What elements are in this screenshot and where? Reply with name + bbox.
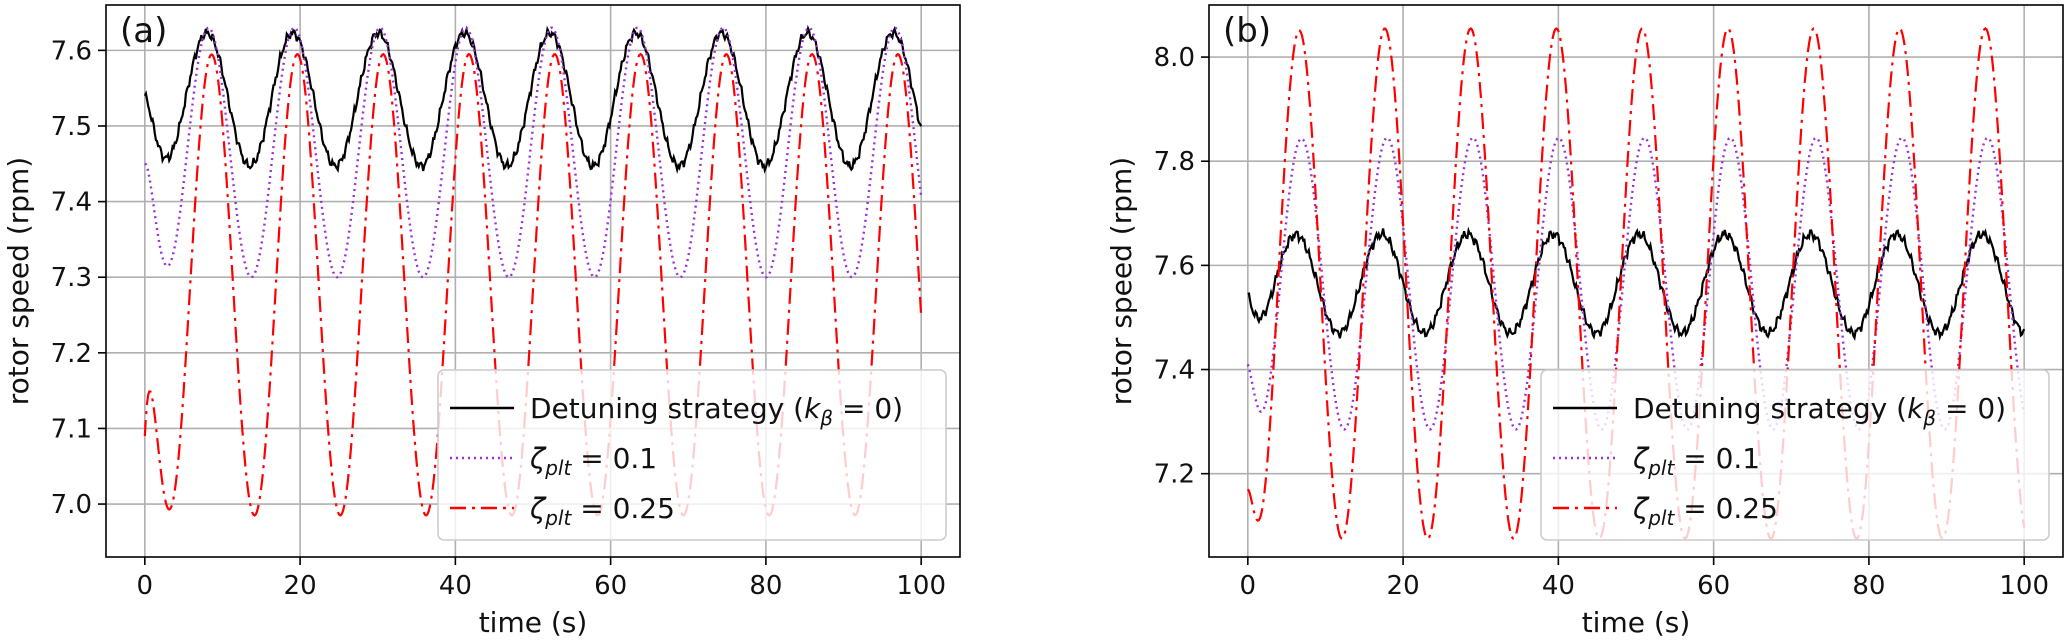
series-line-1 [144, 26, 923, 279]
legend-symbol: ζ [529, 442, 547, 475]
x-tick-label: 40 [1542, 571, 1575, 601]
legend-subscript: plt [1647, 456, 1675, 480]
y-tick-label: 7.4 [51, 188, 92, 218]
legend-symbol: ζ [1632, 492, 1650, 525]
x-tick-label: 40 [439, 571, 472, 601]
legend-box [437, 369, 947, 541]
legend-text-part: = 0.1 [1674, 442, 1760, 475]
x-tick-label: 80 [1852, 571, 1885, 601]
x-tick-label: 0 [1240, 571, 1257, 601]
legend: Detuning strategy (kβ = 0)ζplt = 0.1ζplt… [1540, 369, 2050, 541]
y-tick-label: 7.8 [1154, 147, 1195, 177]
y-tick-label: 7.2 [1154, 460, 1195, 490]
panel-label: (a) [120, 11, 167, 51]
y-tick-label: 8.0 [1154, 43, 1195, 73]
x-tick-label: 20 [284, 571, 317, 601]
axes-frame [1208, 4, 2064, 558]
panel-label: (b) [1223, 11, 1271, 51]
legend-text-part: = 0.1 [571, 442, 657, 475]
legend-label-0: Detuning strategy (kβ = 0) [530, 392, 903, 430]
legend-text-part: Detuning strategy ( [530, 392, 804, 425]
y-tick-label: 7.3 [51, 263, 92, 293]
y-tick-label: 7.1 [51, 414, 92, 444]
y-tick-label: 7.2 [51, 339, 92, 369]
x-tick-label: 80 [749, 571, 782, 601]
y-axis-label: rotor speed (rpm) [1105, 157, 1138, 405]
x-tick-label: 20 [1387, 571, 1420, 601]
legend-label-0: Detuning strategy (kβ = 0) [1633, 392, 2006, 430]
x-tick-label: 100 [1999, 571, 2049, 601]
legend-text-part: = 0) [833, 392, 903, 425]
legend: Detuning strategy (kβ = 0)ζplt = 0.1ζplt… [437, 369, 947, 541]
y-tick-label: 7.4 [1154, 356, 1195, 386]
legend-text-part: = 0.25 [1674, 492, 1778, 525]
legend-subscript: β [819, 406, 833, 430]
x-tick-label: 60 [1697, 571, 1730, 601]
series-line-2 [1246, 27, 2026, 541]
y-tick-label: 7.5 [51, 112, 92, 142]
series-line-0 [1247, 226, 2026, 342]
legend-text-part: Detuning strategy ( [1633, 392, 1907, 425]
x-axis-label: time (s) [479, 606, 588, 639]
x-tick-label: 60 [594, 571, 627, 601]
x-axis-label: time (s) [1582, 606, 1691, 639]
series-line-1 [1246, 136, 2026, 431]
legend-box [1540, 369, 2050, 541]
legend-subscript: plt [1647, 506, 1675, 530]
legend-text-part: = 0.25 [571, 492, 675, 525]
legend-label-1: ζplt = 0.1 [1632, 442, 1760, 480]
series-line-2 [143, 52, 923, 517]
x-tick-label: 0 [137, 571, 154, 601]
x-tick-label: 100 [896, 571, 946, 601]
legend-subscript: plt [544, 506, 572, 530]
legend-subscript: β [1922, 406, 1936, 430]
legend-text-part: = 0) [1936, 392, 2006, 425]
series-line-0 [143, 24, 923, 175]
y-axis-label: rotor speed (rpm) [2, 157, 35, 405]
y-tick-label: 7.0 [51, 490, 92, 520]
legend-symbol: ζ [1632, 442, 1650, 475]
axes-frame [105, 4, 961, 558]
legend-subscript: plt [544, 456, 572, 480]
y-tick-label: 7.6 [1154, 251, 1195, 281]
y-tick-label: 7.6 [51, 36, 92, 66]
legend-label-2: ζplt = 0.25 [1632, 492, 1778, 530]
legend-label-2: ζplt = 0.25 [529, 492, 675, 530]
legend-label-1: ζplt = 0.1 [529, 442, 657, 480]
legend-symbol: ζ [529, 492, 547, 525]
panel-a: 0 20 40 60 80 100 7.0 7.1 7.2 7.3 7.4 7.5 7.6 time (s… [2, 4, 961, 639]
panel-b: 0 20 40 60 80 100 7.2 7.4 7.6 7.8 8.0 time (s) rotor… [1105, 4, 2064, 639]
legend-symbol: k [1907, 392, 1925, 425]
legend-symbol: k [804, 392, 822, 425]
